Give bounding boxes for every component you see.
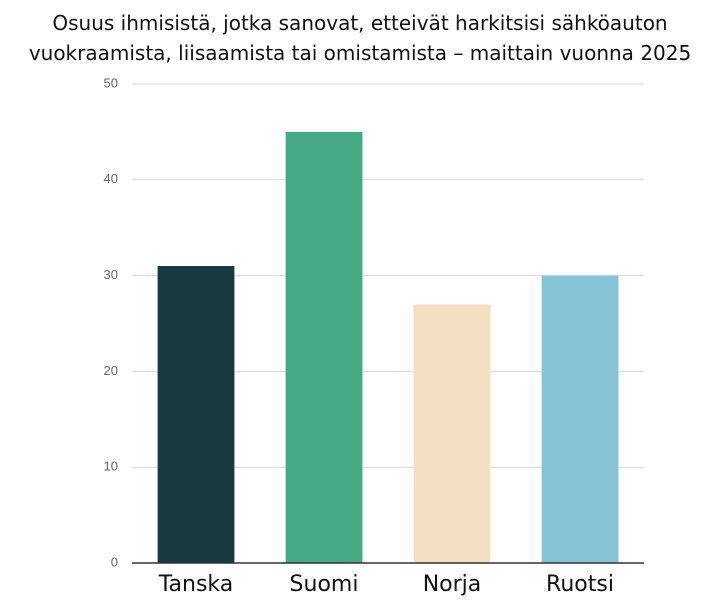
y-tick-label: 0	[111, 554, 118, 569]
x-tick-label: Norja	[423, 572, 482, 597]
y-tick-label: 30	[104, 267, 118, 282]
bar	[541, 275, 619, 563]
chart-title: Osuus ihmisistä, jotka sanovat, etteivät…	[28, 11, 692, 65]
x-tick-label: Ruotsi	[546, 572, 614, 597]
y-tick-label: 40	[104, 171, 118, 186]
bar	[157, 266, 235, 563]
y-tick-label: 20	[104, 363, 118, 378]
x-tick-label: Tanska	[158, 572, 234, 597]
y-tick-label: 10	[104, 459, 118, 474]
bar	[413, 304, 491, 563]
x-tick-label: Suomi	[290, 572, 359, 597]
y-tick-label: 50	[104, 75, 118, 90]
bar	[285, 131, 363, 563]
